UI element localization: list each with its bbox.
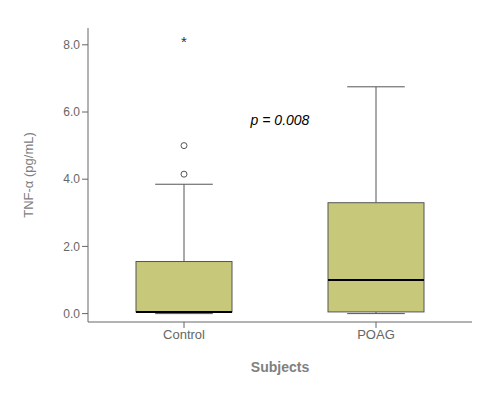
svg-text:Subjects: Subjects xyxy=(251,359,310,375)
svg-text:Control: Control xyxy=(163,327,205,342)
svg-text:p = 0.008: p = 0.008 xyxy=(250,112,310,128)
svg-text:4.0: 4.0 xyxy=(63,172,80,186)
svg-text:TNF-α (pg/mL): TNF-α (pg/mL) xyxy=(21,132,36,218)
svg-text:6.0: 6.0 xyxy=(63,105,80,119)
svg-text:8.0: 8.0 xyxy=(63,38,80,52)
svg-text:POAG: POAG xyxy=(357,327,395,342)
svg-text:2.0: 2.0 xyxy=(63,240,80,254)
svg-text:*: * xyxy=(181,33,187,50)
svg-text:0.0: 0.0 xyxy=(63,307,80,321)
